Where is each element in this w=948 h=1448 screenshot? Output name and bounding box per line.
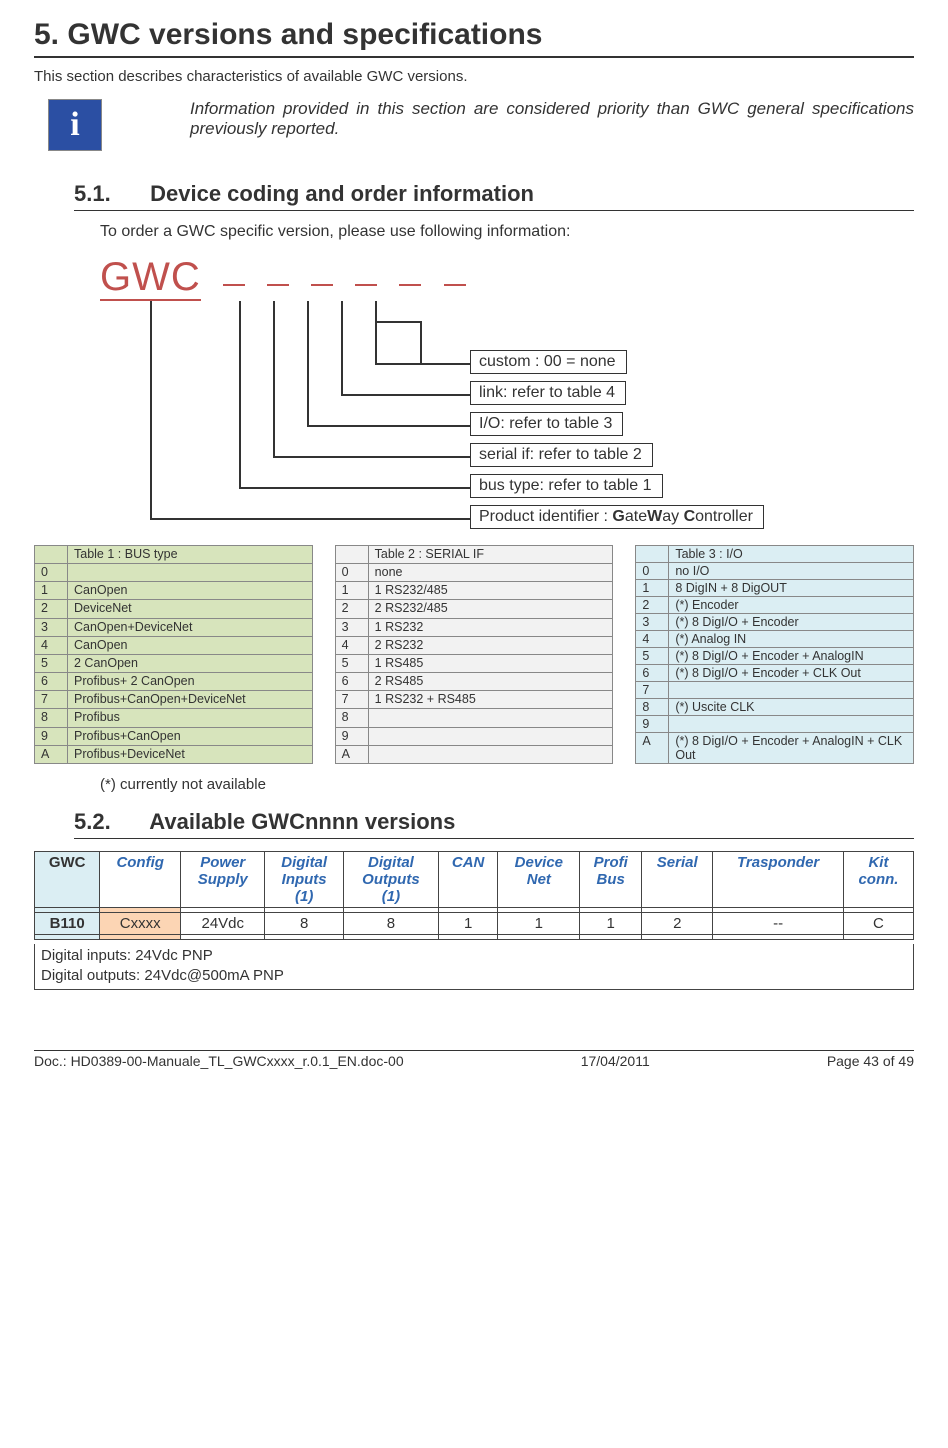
product-id-c: C (684, 508, 696, 525)
code-key-custom: custom : 00 = none (470, 350, 627, 374)
page-footer: Doc.: HD0389-00-Manuale_TL_GWCxxxx_r.0.1… (34, 1051, 914, 1069)
table-row: 0no I/O (636, 563, 914, 580)
reference-tables: Table 1 : BUS type01CanOpen2DeviceNet3Ca… (34, 545, 914, 764)
code-placeholder-5 (399, 284, 421, 286)
versions-col-header: CAN (438, 852, 497, 908)
table-row: 8 (335, 709, 613, 727)
code-placeholder-4 (355, 284, 377, 286)
versions-col-header: DeviceNet (498, 852, 580, 908)
table-row: AProfibus+DeviceNet (35, 745, 313, 763)
table-row (35, 935, 914, 940)
doc-id: Doc.: HD0389-00-Manuale_TL_GWCxxxx_r.0.1… (34, 1053, 404, 1069)
table-row: 6(*) 8 DigI/O + Encoder + CLK Out (636, 665, 914, 682)
table-row: 0none (335, 564, 613, 582)
section-5-1-intro: To order a GWC specific version, please … (100, 223, 914, 241)
table-row: 5(*) 8 DigI/O + Encoder + AnalogIN (636, 648, 914, 665)
code-key-io: I/O: refer to table 3 (470, 412, 623, 436)
table-row: 8(*) Uscite CLK (636, 699, 914, 716)
code-key-product: Product identifier : GateWay Controller (470, 505, 764, 529)
doc-date: 17/04/2011 (581, 1053, 650, 1069)
versions-col-header: Config (100, 852, 181, 908)
table-row: 31 RS232 (335, 618, 613, 636)
heading-5-1-num: 5.1. (74, 181, 144, 207)
code-key-bus: bus type: refer to table 1 (470, 474, 663, 498)
code-key-link: link: refer to table 4 (470, 381, 626, 405)
coding-diagram: GWC custom : 00 = none link: refer to ta… (100, 255, 914, 545)
heading-5-2-num: 5.2. (74, 809, 144, 835)
table-row: 7 (636, 682, 914, 699)
table-row: 9 (636, 716, 914, 733)
table-row: A (335, 745, 613, 763)
table-row: 3CanOpen+DeviceNet (35, 618, 313, 636)
code-key-serial: serial if: refer to table 2 (470, 443, 653, 467)
table-row: 71 RS232 + RS485 (335, 691, 613, 709)
heading-5-2-title: Available GWCnnnn versions (149, 809, 455, 834)
code-placeholder-2 (267, 284, 289, 286)
info-text: Information provided in this section are… (190, 99, 914, 139)
table-row: 52 CanOpen (35, 654, 313, 672)
table-bus-type: Table 1 : BUS type01CanOpen2DeviceNet3Ca… (34, 545, 313, 764)
page-title: 5. GWC versions and specifications (34, 18, 914, 58)
product-id-g: G (612, 508, 624, 525)
table-io: Table 3 : I/O0no I/O18 DigIN + 8 DigOUT2… (635, 545, 914, 764)
versions-col-header: ProfiBus (580, 852, 642, 908)
heading-5-2: 5.2. Available GWCnnnn versions (74, 809, 914, 839)
table-header-row: Table 2 : SERIAL IF (335, 546, 613, 564)
code-placeholder-3 (311, 284, 333, 286)
table-row: 18 DigIN + 8 DigOUT (636, 580, 914, 597)
versions-col-header: Serial (642, 852, 713, 908)
versions-col-header: Kitconn. (843, 852, 913, 908)
table-header-row: Table 3 : I/O (636, 546, 914, 563)
table-row: 9Profibus+CanOpen (35, 727, 313, 745)
product-id-ate: ate (625, 508, 647, 525)
table-row: 22 RS232/485 (335, 600, 613, 618)
gwc-code-label: GWC (100, 255, 466, 300)
table-row: 51 RS485 (335, 654, 613, 672)
section-intro: This section describes characteristics o… (34, 68, 914, 85)
product-id-w: W (647, 508, 662, 525)
table-row: 42 RS232 (335, 636, 613, 654)
table-serial-if: Table 2 : SERIAL IF0none11 RS232/48522 R… (335, 545, 614, 764)
table-row: 4CanOpen (35, 636, 313, 654)
versions-notes: Digital inputs: 24Vdc PNP Digital output… (34, 944, 914, 990)
table-row: 9 (335, 727, 613, 745)
table-footnote: (*) currently not available (100, 776, 914, 793)
digital-outputs-note: Digital outputs: 24Vdc@500mA PNP (41, 966, 907, 986)
info-icon: i (48, 99, 102, 151)
code-placeholder-6 (444, 284, 466, 286)
digital-inputs-note: Digital inputs: 24Vdc PNP (41, 946, 907, 966)
product-id-ontroller: ontroller (695, 508, 753, 525)
product-id-ay: ay (662, 508, 683, 525)
table-row: 62 RS485 (335, 673, 613, 691)
product-id-prefix: Product identifier : (479, 508, 612, 525)
versions-col-header: DigitalOutputs(1) (343, 852, 438, 908)
table-row: 7Profibus+CanOpen+DeviceNet (35, 691, 313, 709)
info-callout: i Information provided in this section a… (48, 99, 914, 151)
table-header-row: Table 1 : BUS type (35, 546, 313, 564)
versions-table: GWCConfigPowerSupplyDigitalInputs(1)Digi… (34, 851, 914, 940)
table-row: 8Profibus (35, 709, 313, 727)
versions-col-header: GWC (35, 852, 100, 908)
heading-5-1-title: Device coding and order information (150, 181, 534, 206)
table-row: A(*) 8 DigI/O + Encoder + AnalogIN + CLK… (636, 733, 914, 764)
table-row: B110Cxxxx24Vdc881112--C (35, 913, 914, 935)
table-row: 11 RS232/485 (335, 582, 613, 600)
heading-5-1: 5.1. Device coding and order information (74, 181, 914, 211)
versions-col-header: PowerSupply (181, 852, 265, 908)
table-row: 2(*) Encoder (636, 597, 914, 614)
table-row: 6Profibus+ 2 CanOpen (35, 673, 313, 691)
table-row: 3(*) 8 DigI/O + Encoder (636, 614, 914, 631)
gwc-prefix: GWC (100, 255, 201, 301)
table-row: 2DeviceNet (35, 600, 313, 618)
page-num: Page 43 of 49 (827, 1053, 914, 1069)
table-row: 1CanOpen (35, 582, 313, 600)
versions-col-header: DigitalInputs(1) (265, 852, 343, 908)
table-row: 0 (35, 564, 313, 582)
code-placeholder-1 (223, 284, 245, 286)
versions-col-header: Trasponder (713, 852, 843, 908)
table-row: 4(*) Analog IN (636, 631, 914, 648)
